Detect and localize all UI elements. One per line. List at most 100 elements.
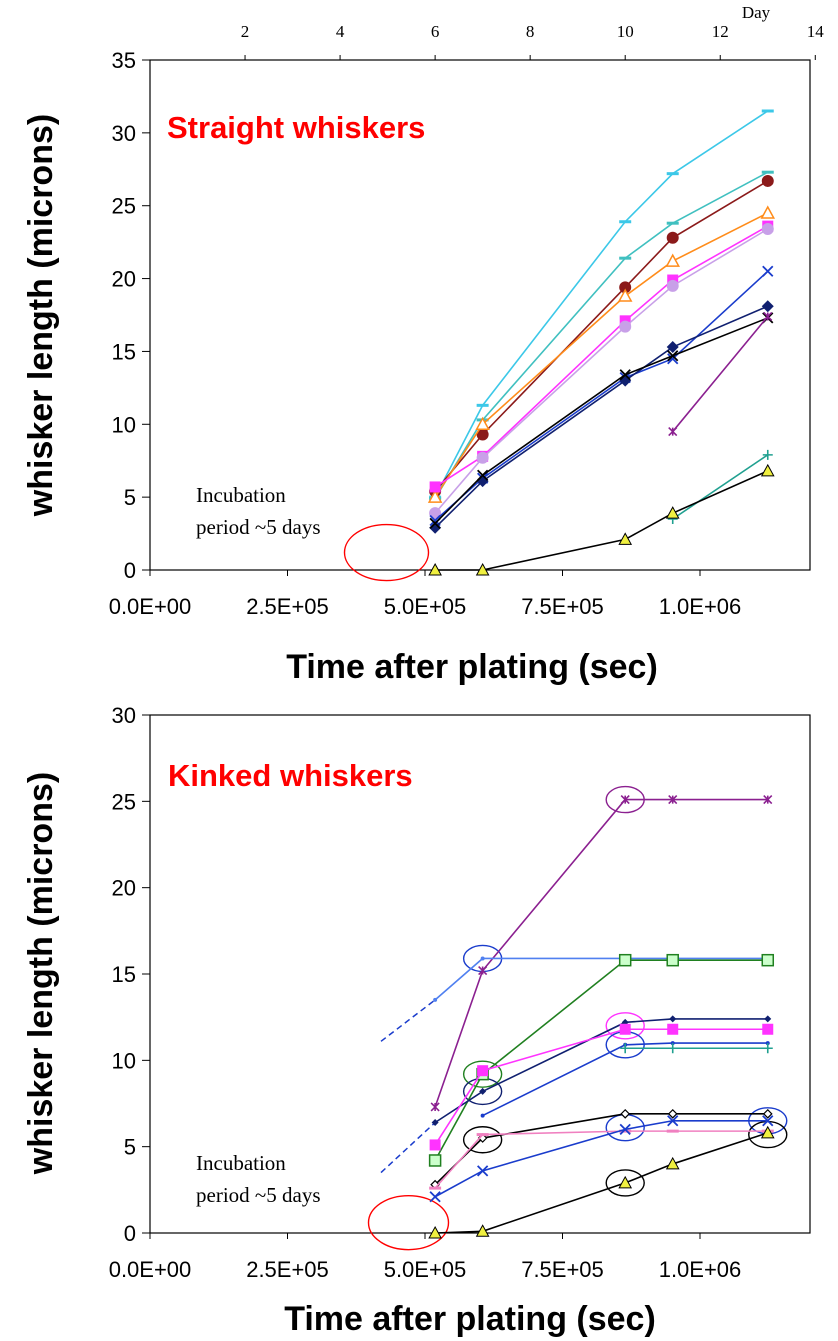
day-tick-label: 8 bbox=[526, 22, 535, 41]
y-tick-label: 15 bbox=[112, 962, 136, 987]
x-marker bbox=[667, 350, 679, 362]
x-tick-group: 0.0E+00 2.5E+05 5.0E+05 7.5E+05 1.0E+06 bbox=[109, 1233, 741, 1282]
y-tick-group: 0 5 10 15 20 25 30 bbox=[112, 703, 150, 1246]
series-line bbox=[434, 225, 769, 488]
series bbox=[430, 795, 773, 1112]
x-tick-label: 0.0E+00 bbox=[109, 594, 192, 619]
series-line bbox=[672, 315, 769, 433]
x-marker bbox=[619, 1123, 631, 1136]
x-marker bbox=[429, 1191, 441, 1203]
x-marker bbox=[762, 265, 774, 277]
series-line bbox=[434, 180, 769, 492]
day-tick-label: 14 bbox=[807, 22, 825, 41]
diamond-marker bbox=[764, 1015, 772, 1023]
y-tick-label: 0 bbox=[124, 1221, 136, 1246]
series-line bbox=[434, 171, 769, 500]
star-marker bbox=[620, 795, 630, 805]
star-marker bbox=[763, 311, 773, 322]
x-tick-label: 2.5E+05 bbox=[246, 594, 329, 619]
series bbox=[427, 205, 776, 503]
day-tick-group: 2 4 6 8 10 12 14 bbox=[241, 22, 824, 60]
x-marker bbox=[667, 353, 679, 365]
series bbox=[667, 449, 773, 524]
day-tick-label: 6 bbox=[431, 22, 440, 41]
dot-marker bbox=[433, 997, 438, 1002]
series bbox=[431, 1015, 772, 1126]
incubation-annotation-line-2: period ~5 days bbox=[196, 1183, 321, 1207]
triangle-marker bbox=[617, 288, 633, 302]
circle-marker bbox=[666, 279, 679, 292]
x-axis-title: Time after plating (sec) bbox=[286, 648, 658, 686]
y-tick-label: 20 bbox=[112, 876, 136, 901]
straight-whiskers-panel: 0 5 10 15 20 25 30 35 0.0E+00 2.5E+05 5.0E+05 7.5E… bbox=[22, 3, 824, 686]
highlight-ellipse bbox=[605, 1169, 645, 1197]
square-marker bbox=[618, 953, 632, 967]
series bbox=[429, 1115, 774, 1203]
series bbox=[620, 1043, 773, 1054]
circle-marker bbox=[761, 174, 774, 187]
diamond-marker bbox=[761, 300, 774, 313]
triangle-marker bbox=[665, 506, 680, 519]
dot-marker bbox=[765, 1041, 770, 1046]
square-marker bbox=[667, 1023, 679, 1035]
diamond-marker bbox=[479, 1087, 487, 1095]
day-tick-label: 4 bbox=[336, 22, 345, 41]
y-tick-label: 25 bbox=[112, 789, 136, 814]
circle-marker bbox=[476, 451, 489, 464]
triangle-marker bbox=[760, 1125, 775, 1139]
y-tick-label: 20 bbox=[112, 267, 136, 292]
extrapolation-line bbox=[380, 1121, 436, 1174]
x-tick-label: 7.5E+05 bbox=[521, 594, 604, 619]
series-group bbox=[428, 795, 775, 1239]
x-axis-title: Time after plating (sec) bbox=[284, 1300, 656, 1338]
series-line bbox=[435, 470, 769, 571]
highlight-ellipse bbox=[462, 1126, 503, 1154]
x-tick-label: 5.0E+05 bbox=[384, 594, 467, 619]
triangle-marker bbox=[475, 1224, 490, 1237]
square-marker bbox=[619, 1023, 631, 1035]
y-axis-title: whisker length (microns) bbox=[22, 772, 60, 1175]
diamond-marker bbox=[666, 341, 679, 354]
star-marker bbox=[668, 427, 678, 437]
series bbox=[430, 1109, 773, 1190]
x-tick-label: 0.0E+00 bbox=[109, 1257, 192, 1282]
series-group bbox=[427, 109, 776, 576]
x-marker bbox=[429, 517, 441, 530]
diamond-marker bbox=[429, 521, 442, 534]
plus-marker bbox=[762, 449, 773, 460]
x-tick-label: 2.5E+05 bbox=[246, 1257, 329, 1282]
highlight-ellipse bbox=[462, 1060, 503, 1088]
plus-marker bbox=[620, 1043, 631, 1054]
y-tick-label: 10 bbox=[112, 1048, 136, 1073]
series bbox=[668, 311, 773, 437]
series bbox=[429, 1023, 774, 1151]
star-marker bbox=[478, 965, 488, 976]
plus-marker bbox=[762, 1043, 773, 1054]
triangle-marker bbox=[428, 1225, 442, 1239]
square-marker bbox=[429, 1139, 441, 1151]
x-marker bbox=[477, 1165, 489, 1177]
diamond-marker bbox=[667, 1109, 678, 1119]
x-tick-group: 0.0E+00 2.5E+05 5.0E+05 7.5E+05 1.0E+06 bbox=[109, 570, 741, 619]
series bbox=[428, 1125, 775, 1239]
x-tick-label: 5.0E+05 bbox=[384, 1257, 467, 1282]
y-tick-label: 10 bbox=[112, 412, 136, 437]
dot-marker bbox=[480, 956, 485, 961]
y-tick-label: 5 bbox=[124, 1135, 136, 1160]
triangle-marker bbox=[618, 1175, 633, 1189]
series-line bbox=[435, 1132, 769, 1234]
square-marker bbox=[666, 953, 679, 967]
y-tick-label: 5 bbox=[124, 485, 136, 510]
day-tick-label: 2 bbox=[241, 22, 250, 41]
highlight-ellipse bbox=[367, 1194, 450, 1251]
incubation-annotation-line-1: Incubation bbox=[196, 483, 286, 507]
y-tick-label: 35 bbox=[112, 48, 136, 73]
triangle-marker bbox=[665, 1156, 680, 1170]
panel-title: Kinked whiskers bbox=[168, 758, 413, 793]
triangle-marker bbox=[427, 489, 443, 503]
star-marker bbox=[763, 795, 773, 805]
triangle-marker bbox=[760, 205, 776, 219]
triangle-marker bbox=[428, 562, 442, 576]
series bbox=[429, 223, 774, 520]
highlight-ellipse bbox=[343, 523, 430, 582]
